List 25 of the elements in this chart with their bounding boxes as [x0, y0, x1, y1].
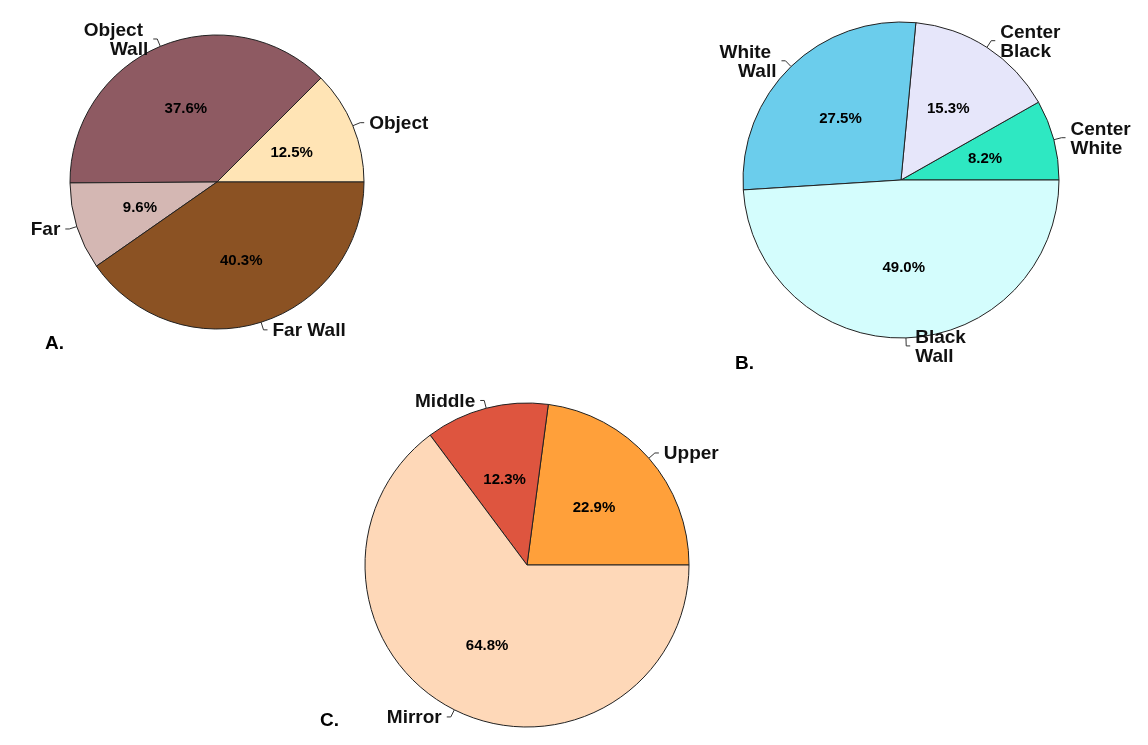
data-label: 40.3%	[219, 250, 263, 268]
data-label: 12.3%	[483, 470, 526, 488]
slice-label: Middle	[415, 389, 476, 411]
data-label: 9.6%	[122, 198, 158, 215]
slice-label: Far Wall	[272, 319, 346, 341]
slice-label: Black Wall	[915, 325, 972, 366]
data-label: 37.6%	[164, 98, 208, 116]
slice-label: Upper	[663, 442, 720, 464]
data-label: 22.9%	[572, 497, 616, 515]
slice-label: Center Black	[1000, 20, 1066, 61]
data-label: 64.8%	[465, 636, 509, 654]
data-label: 12.5%	[270, 142, 313, 160]
slice-label: Object	[369, 112, 429, 134]
text: C.	[320, 709, 339, 730]
text: A.	[45, 332, 64, 353]
text: B.	[735, 352, 754, 373]
data-label: 8.2%	[967, 149, 1003, 167]
slice-label: Object Wall	[83, 18, 149, 59]
data-label: 27.5%	[819, 109, 862, 127]
slice-label: White Wall	[719, 40, 777, 81]
data-label: 49.0%	[882, 258, 925, 276]
slice-label: Mirror	[386, 706, 443, 728]
data-label: 15.3%	[926, 98, 970, 116]
slice-label: Far	[30, 218, 61, 240]
slice-label: Center White	[1070, 117, 1136, 158]
